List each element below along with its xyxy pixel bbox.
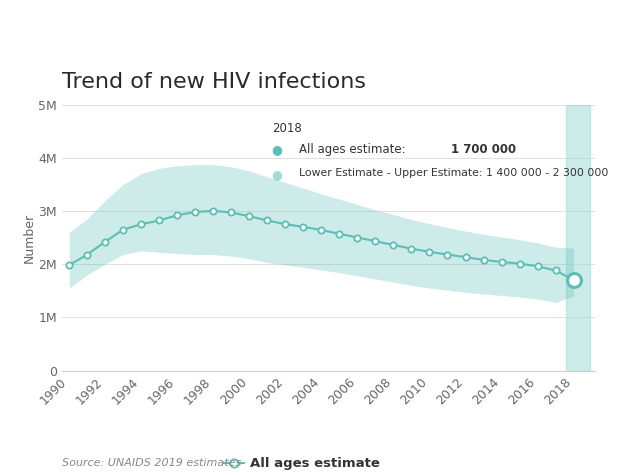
Bar bbox=[567, 104, 590, 370]
Text: Trend of new HIV infections: Trend of new HIV infections bbox=[62, 72, 366, 92]
Text: Source: UNAIDS 2019 estimates: Source: UNAIDS 2019 estimates bbox=[62, 458, 241, 468]
Y-axis label: Number: Number bbox=[22, 212, 35, 263]
Legend: All ages estimate: All ages estimate bbox=[218, 452, 386, 475]
